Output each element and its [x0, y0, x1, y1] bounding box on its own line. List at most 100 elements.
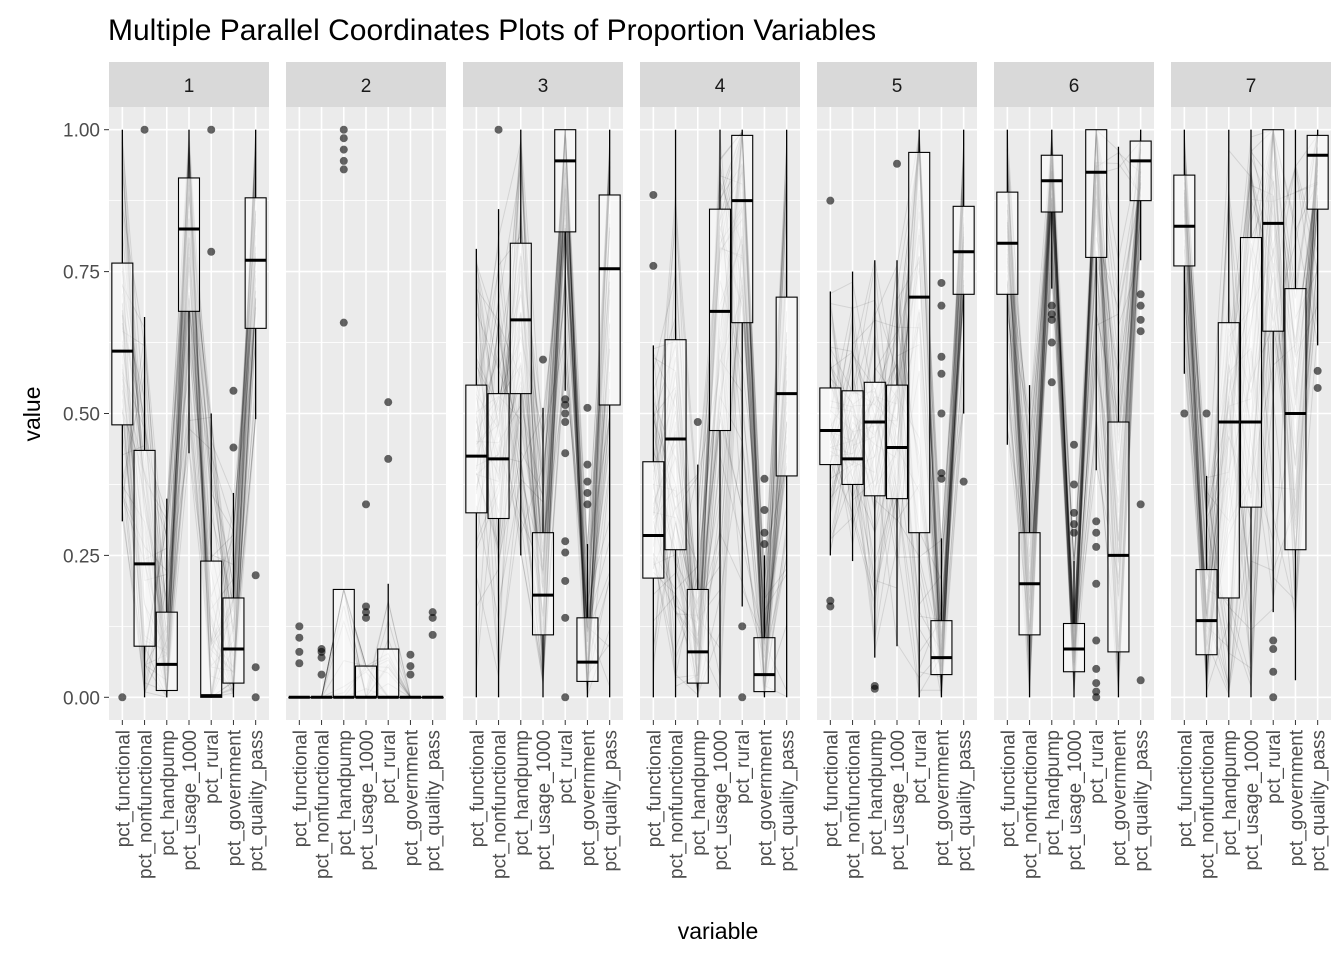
- outlier-point: [428, 608, 437, 617]
- facet-strip-label: 3: [538, 76, 549, 97]
- outlier-point: [1269, 667, 1278, 676]
- x-axis-title: variable: [678, 918, 759, 944]
- outlier-point: [1092, 636, 1101, 645]
- outlier-point: [339, 145, 348, 154]
- outlier-point: [494, 125, 503, 134]
- outlier-point: [1092, 542, 1101, 551]
- facet-strip-label: 4: [715, 76, 726, 97]
- outlier-point: [870, 681, 879, 690]
- x-tick-label: pct_nonfunctional: [313, 730, 334, 879]
- facet-panel-2: 2 pct_functional pct_nonfunctional pct_hand…: [286, 62, 446, 879]
- outlier-point: [539, 355, 547, 364]
- box: [177, 177, 201, 312]
- x-tick-label: pct_usage_1000: [888, 730, 909, 871]
- outlier-point: [251, 693, 260, 702]
- x-tick-label: pct_nonfunctional: [844, 730, 865, 879]
- facet-panel-5: 5 pct_functional pct_nonfunctional pct_hand…: [817, 62, 977, 879]
- box: [930, 620, 953, 676]
- box: [133, 449, 156, 647]
- outlier-point: [1092, 579, 1101, 588]
- outlier-point: [1136, 676, 1145, 685]
- outlier-point: [1047, 315, 1056, 324]
- outlier-point: [561, 576, 570, 585]
- box: [908, 151, 931, 534]
- box: [1107, 421, 1130, 653]
- outlier-point: [738, 622, 747, 631]
- box: [1085, 129, 1108, 258]
- outlier-point: [406, 650, 415, 659]
- outlier-point: [362, 613, 370, 622]
- outlier-point: [583, 460, 592, 469]
- x-tick-label: pct_usage_1000: [1065, 730, 1086, 871]
- x-tick-label: pct_quality_pass: [247, 730, 268, 872]
- x-tick-label: pct_nonfunctional: [1198, 730, 1219, 879]
- outlier-point: [826, 196, 835, 205]
- box: [531, 532, 555, 636]
- outlier-point: [561, 548, 570, 557]
- box: [1129, 140, 1152, 202]
- outlier-point: [561, 693, 570, 702]
- box: [1173, 174, 1196, 267]
- facet-panel-6: 6 pct_functional pct_nonfunctional pct_hand…: [994, 62, 1154, 879]
- x-tick-label: pct_government: [1286, 729, 1307, 866]
- outlier-point: [583, 500, 592, 509]
- outlier-point: [384, 454, 393, 463]
- outlier-point: [1092, 693, 1101, 702]
- box: [1239, 236, 1263, 508]
- x-tick-label: pct_functional: [644, 730, 665, 847]
- outlier-point: [317, 645, 326, 654]
- outlier-point: [1070, 520, 1078, 529]
- outlier-point: [339, 125, 348, 134]
- box: [465, 384, 488, 514]
- x-tick-label: pct_functional: [113, 730, 134, 847]
- x-tick-label: pct_nonfunctional: [136, 730, 157, 879]
- outlier-point: [1136, 327, 1145, 336]
- outlier-point: [1269, 636, 1278, 645]
- x-tick-label: pct_quality_pass: [955, 730, 976, 872]
- box: [1040, 154, 1063, 213]
- facet-strip: [817, 62, 977, 107]
- x-tick-label: pct_rural: [202, 730, 223, 804]
- x-tick-label: pct_functional: [467, 730, 488, 847]
- x-tick-label: pct_handpump: [335, 730, 356, 856]
- outlier-point: [1269, 645, 1278, 654]
- x-tick-label: pct_rural: [379, 730, 400, 804]
- outlier-point: [937, 474, 946, 483]
- outlier-point: [317, 653, 326, 662]
- outlier-point: [760, 528, 769, 537]
- x-tick-label: pct_government: [932, 729, 953, 866]
- outlier-point: [1092, 528, 1101, 537]
- box: [487, 393, 510, 520]
- box: [731, 134, 754, 324]
- outlier-point: [1047, 310, 1056, 319]
- facet-strip: [463, 62, 623, 107]
- x-tick-label: pct_rural: [1087, 730, 1108, 804]
- outlier-point: [251, 571, 260, 580]
- outlier-point: [406, 670, 415, 679]
- outlier-point: [649, 261, 658, 270]
- outlier-point: [1136, 301, 1145, 310]
- facet-strip: [640, 62, 800, 107]
- x-tick-label: pct_handpump: [1043, 730, 1064, 856]
- outlier-point: [362, 500, 370, 509]
- box: [332, 588, 355, 698]
- facet-strip-label: 1: [184, 76, 195, 97]
- outlier-point: [339, 156, 348, 165]
- outlier-point: [207, 247, 216, 256]
- outlier-point: [561, 418, 570, 427]
- outlier-point: [1202, 409, 1211, 418]
- outlier-point: [339, 165, 348, 174]
- outlier-point: [561, 537, 570, 546]
- x-tick-label: pct_functional: [1175, 730, 1196, 847]
- outlier-point: [295, 647, 304, 656]
- facet-panel-7: 7 pct_functional pct_nonfunctional pct_hand…: [1171, 62, 1331, 879]
- outlier-point: [760, 474, 769, 483]
- y-tick-label: 0.75: [63, 263, 100, 284]
- y-tick-label: 1.00: [63, 121, 100, 142]
- facet-panel-3: 3 pct_functional pct_nonfunctional pct_hand…: [463, 62, 623, 879]
- outlier-point: [428, 613, 437, 622]
- box: [200, 560, 223, 698]
- box: [1217, 322, 1240, 599]
- outlier-point: [339, 318, 348, 327]
